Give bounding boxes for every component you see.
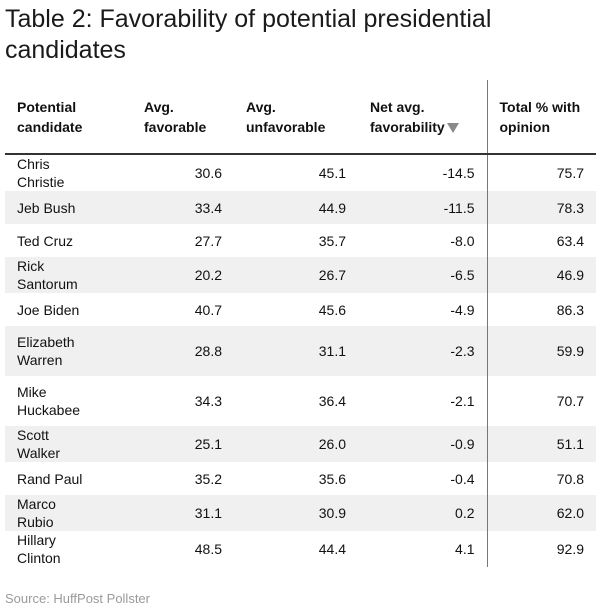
cell-net-favorability: -6.5 bbox=[358, 257, 487, 293]
cell-total-opinion: 51.1 bbox=[486, 426, 596, 462]
cell-favorable: 34.3 bbox=[132, 376, 234, 426]
cell-net-favorability: -0.9 bbox=[358, 426, 487, 462]
sort-descending-icon[interactable] bbox=[446, 122, 459, 133]
cell-total-opinion: 59.9 bbox=[486, 326, 596, 376]
cell-total-opinion: 70.7 bbox=[486, 376, 596, 426]
cell-total-opinion: 92.9 bbox=[486, 531, 596, 567]
table-row: Elizabeth Warren 28.8 31.1 -2.3 59.9 bbox=[5, 326, 596, 376]
cell-favorable: 40.7 bbox=[132, 293, 234, 326]
cell-unfavorable: 36.4 bbox=[234, 376, 358, 426]
cell-favorable: 28.8 bbox=[132, 326, 234, 376]
cell-favorable: 30.6 bbox=[132, 154, 234, 191]
cell-unfavorable: 44.4 bbox=[234, 531, 358, 567]
table-row: Joe Biden 40.7 45.6 -4.9 86.3 bbox=[5, 293, 596, 326]
cell-net-favorability: -2.1 bbox=[358, 376, 487, 426]
cell-unfavorable: 45.1 bbox=[234, 154, 358, 191]
cell-total-opinion: 78.3 bbox=[486, 191, 596, 224]
cell-candidate: Scott Walker bbox=[5, 426, 132, 462]
table-row: Hillary Clinton 48.5 44.4 4.1 92.9 bbox=[5, 531, 596, 567]
cell-unfavorable: 31.1 bbox=[234, 326, 358, 376]
cell-favorable: 20.2 bbox=[132, 257, 234, 293]
cell-total-opinion: 62.0 bbox=[486, 495, 596, 531]
cell-candidate: Joe Biden bbox=[5, 293, 132, 326]
cell-unfavorable: 45.6 bbox=[234, 293, 358, 326]
cell-net-favorability: -2.3 bbox=[358, 326, 487, 376]
table-row: Rand Paul 35.2 35.6 -0.4 70.8 bbox=[5, 462, 596, 495]
cell-candidate: Ted Cruz bbox=[5, 224, 132, 257]
table-row: Mike Huckabee 34.3 36.4 -2.1 70.7 bbox=[5, 376, 596, 426]
cell-total-opinion: 86.3 bbox=[486, 293, 596, 326]
cell-net-favorability: -11.5 bbox=[358, 191, 487, 224]
cell-unfavorable: 26.7 bbox=[234, 257, 358, 293]
table-title: Table 2: Favorability of potential presi… bbox=[5, 5, 492, 64]
column-header-net-label: Net avg. favorability bbox=[370, 98, 445, 135]
cell-total-opinion: 75.7 bbox=[486, 154, 596, 191]
column-header-total-opinion[interactable]: Total % with opinion bbox=[486, 80, 596, 155]
column-header-net-favorability[interactable]: Net avg. favorability bbox=[358, 80, 487, 155]
table-row: Ted Cruz 27.7 35.7 -8.0 63.4 bbox=[5, 224, 596, 257]
cell-candidate: Mike Huckabee bbox=[5, 376, 132, 426]
cell-unfavorable: 30.9 bbox=[234, 495, 358, 531]
cell-unfavorable: 35.6 bbox=[234, 462, 358, 495]
cell-total-opinion: 70.8 bbox=[486, 462, 596, 495]
cell-favorable: 48.5 bbox=[132, 531, 234, 567]
cell-net-favorability: 4.1 bbox=[358, 531, 487, 567]
cell-candidate: Elizabeth Warren bbox=[5, 326, 132, 376]
table-row: Rick Santorum 20.2 26.7 -6.5 46.9 bbox=[5, 257, 596, 293]
cell-favorable: 33.4 bbox=[132, 191, 234, 224]
favorability-table: Potential candidate Avg. favorable Avg. … bbox=[5, 80, 596, 567]
cell-candidate: Jeb Bush bbox=[5, 191, 132, 224]
column-header-favorable[interactable]: Avg. favorable bbox=[132, 80, 234, 155]
cell-net-favorability: -8.0 bbox=[358, 224, 487, 257]
cell-candidate: Marco Rubio bbox=[5, 495, 132, 531]
cell-favorable: 25.1 bbox=[132, 426, 234, 462]
cell-candidate: Chris Christie bbox=[5, 154, 132, 191]
cell-unfavorable: 26.0 bbox=[234, 426, 358, 462]
cell-net-favorability: -4.9 bbox=[358, 293, 487, 326]
cell-net-favorability: -14.5 bbox=[358, 154, 487, 191]
cell-candidate: Rand Paul bbox=[5, 462, 132, 495]
table-row: Jeb Bush 33.4 44.9 -11.5 78.3 bbox=[5, 191, 596, 224]
table-row: Chris Christie 30.6 45.1 -14.5 75.7 bbox=[5, 154, 596, 191]
cell-total-opinion: 63.4 bbox=[486, 224, 596, 257]
cell-favorable: 31.1 bbox=[132, 495, 234, 531]
cell-candidate: Rick Santorum bbox=[5, 257, 132, 293]
cell-unfavorable: 35.7 bbox=[234, 224, 358, 257]
source-note: Source: HuffPost Pollster bbox=[5, 591, 150, 606]
column-header-candidate[interactable]: Potential candidate bbox=[5, 80, 132, 155]
table-row: Marco Rubio 31.1 30.9 0.2 62.0 bbox=[5, 495, 596, 531]
cell-unfavorable: 44.9 bbox=[234, 191, 358, 224]
column-header-unfavorable[interactable]: Avg. unfavorable bbox=[234, 80, 358, 155]
cell-favorable: 27.7 bbox=[132, 224, 234, 257]
cell-net-favorability: 0.2 bbox=[358, 495, 487, 531]
table-row: Scott Walker 25.1 26.0 -0.9 51.1 bbox=[5, 426, 596, 462]
cell-candidate: Hillary Clinton bbox=[5, 531, 132, 567]
header-row: Potential candidate Avg. favorable Avg. … bbox=[5, 80, 596, 155]
cell-net-favorability: -0.4 bbox=[358, 462, 487, 495]
cell-total-opinion: 46.9 bbox=[486, 257, 596, 293]
cell-favorable: 35.2 bbox=[132, 462, 234, 495]
